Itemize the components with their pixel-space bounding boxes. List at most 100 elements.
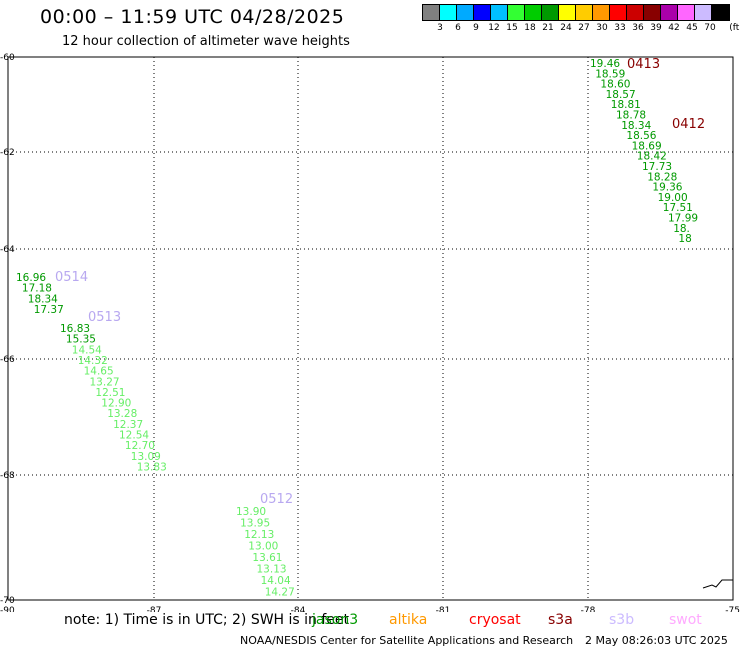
lat-label: -62 xyxy=(0,148,15,158)
swh-value: 16.96 xyxy=(16,272,46,284)
swh-value: 14.27 xyxy=(265,587,295,599)
swh-value: 13.90 xyxy=(236,506,266,518)
swh-value: 19.36 xyxy=(652,182,682,194)
legend-swatch xyxy=(423,5,440,20)
swh-value: 15.35 xyxy=(66,334,96,346)
map-plot: -60 -62 -64 -66 -68 -70-90 -87 -84 -81 -78 -75 19.4… xyxy=(0,53,740,612)
lat-label: -66 xyxy=(0,355,15,365)
swh-value: 14.32 xyxy=(78,355,108,367)
pass-label: 0412 xyxy=(672,117,705,132)
swh-value: 18.78 xyxy=(616,110,646,122)
legend-swatch xyxy=(593,5,610,20)
legend-swatch xyxy=(644,5,661,20)
swh-value: 13.95 xyxy=(240,518,270,530)
swh-value: 17.99 xyxy=(668,213,698,225)
swh-value: 18.60 xyxy=(600,79,630,91)
swh-value: 18.59 xyxy=(595,68,625,80)
legend-label: 12 xyxy=(488,23,500,33)
pass-label: 0512 xyxy=(260,492,293,507)
swh-value: 13.13 xyxy=(257,564,287,576)
lat-label: -68 xyxy=(0,471,15,481)
lon-label: -84 xyxy=(291,606,306,612)
legend-label: 36 xyxy=(632,23,644,33)
lon-label: -81 xyxy=(436,606,451,612)
swh-value: 18. xyxy=(673,223,690,235)
swh-value: 12.70 xyxy=(125,440,155,452)
swh-value: 17.18 xyxy=(22,283,52,295)
legend-label: 24 xyxy=(560,23,572,33)
legend-swatch xyxy=(695,5,712,20)
swh-value: 14.65 xyxy=(84,366,114,378)
swh-value: 18.56 xyxy=(626,130,656,142)
satellite-jason3: jason3 xyxy=(312,612,359,628)
legend-swatch xyxy=(491,5,508,20)
legend-label: 30 xyxy=(596,23,608,33)
swh-value: 14.54 xyxy=(72,344,102,356)
legend-swatch xyxy=(457,5,474,20)
legend-swatch xyxy=(576,5,593,20)
map-frame xyxy=(7,56,734,601)
swh-value: 13.83 xyxy=(137,461,167,473)
swh-value: 12.90 xyxy=(101,398,131,410)
swh-value: 18.42 xyxy=(637,151,667,163)
lat-label: -70 xyxy=(0,596,15,606)
swh-value: 18.81 xyxy=(611,99,641,111)
lat-label: -60 xyxy=(0,53,15,63)
timestamp: 2 May 08:26:03 UTC 2025 xyxy=(585,634,728,647)
credit: NOAA/NESDIS Center for Satellite Applica… xyxy=(240,634,574,647)
legend-unit: (ft) xyxy=(729,23,740,33)
swh-value: 18 xyxy=(678,233,691,245)
satellite-altika: altika xyxy=(389,612,428,628)
legend-label: 3 xyxy=(437,23,443,33)
satellite-cryosat: cryosat xyxy=(469,612,521,628)
legend-label: 33 xyxy=(614,23,626,33)
swh-value: 13.28 xyxy=(107,408,137,420)
legend-label: 9 xyxy=(473,23,479,33)
swh-value: 12.51 xyxy=(95,387,125,399)
legend-swatch xyxy=(474,5,491,20)
note: note: 1) Time is in UTC; 2) SWH is in fe… xyxy=(64,612,350,628)
pass-label: 0514 xyxy=(55,270,88,285)
legend-swatch xyxy=(508,5,525,20)
swh-value: 13.00 xyxy=(248,541,278,553)
legend-label: 45 xyxy=(686,23,698,33)
legend-swatch xyxy=(678,5,695,20)
legend-swatch xyxy=(440,5,457,20)
legend-swatch xyxy=(542,5,559,20)
swh-value: 14.04 xyxy=(261,575,291,587)
swh-value: 13.61 xyxy=(252,552,282,564)
swh-value: 12.37 xyxy=(113,419,143,431)
legend-label: 15 xyxy=(506,23,518,33)
lon-label: -78 xyxy=(581,606,596,612)
swh-value: 13.09 xyxy=(131,451,161,463)
lon-label: -87 xyxy=(147,606,162,612)
satellite-s3b: s3b xyxy=(609,612,635,628)
lon-label: -90 xyxy=(0,606,15,612)
lat-label: -64 xyxy=(0,245,15,255)
title: 00:00 – 11:59 UTC 04/28/2025 xyxy=(40,6,345,28)
pass-label: 0413 xyxy=(627,57,660,72)
legend-label: 70 xyxy=(704,23,716,33)
legend-label: 6 xyxy=(455,23,461,33)
legend-swatch xyxy=(627,5,644,20)
swh-value: 17.51 xyxy=(663,202,693,214)
swh-value: 19.00 xyxy=(658,192,688,204)
legend-swatch xyxy=(661,5,678,20)
lon-label: -75 xyxy=(725,606,740,612)
swh-value: 19.46 xyxy=(590,58,620,70)
swh-value: 18.28 xyxy=(647,171,677,183)
legend-swatch xyxy=(610,5,627,20)
swh-value: 16.83 xyxy=(60,323,90,335)
swh-value: 18.57 xyxy=(606,89,636,101)
satellite-s3a: s3a xyxy=(548,612,573,628)
legend-swatch xyxy=(525,5,542,20)
swh-value: 12.13 xyxy=(244,529,274,541)
legend-swatch xyxy=(559,5,576,20)
swh-value: 12.54 xyxy=(119,430,149,442)
legend-label: 21 xyxy=(542,23,554,33)
legend-label: 27 xyxy=(578,23,590,33)
swh-value: 18.34 xyxy=(28,293,58,305)
legend-label: 42 xyxy=(668,23,680,33)
